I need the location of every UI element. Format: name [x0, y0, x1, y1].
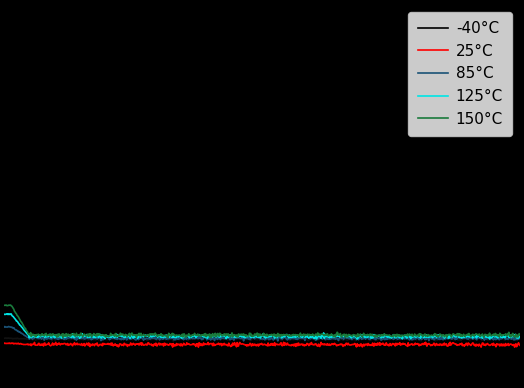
125°C [315, 334, 321, 339]
150°C [3, 303, 9, 307]
150°C [165, 335, 171, 340]
-40°C [136, 334, 142, 338]
125°C [1, 312, 7, 317]
85°C [315, 336, 322, 341]
25°C [392, 343, 398, 348]
85°C [34, 336, 40, 340]
150°C [34, 332, 40, 337]
85°C [1, 325, 7, 329]
150°C [446, 332, 453, 337]
25°C [422, 340, 429, 345]
125°C [34, 335, 40, 340]
125°C [517, 334, 523, 338]
25°C [314, 343, 320, 348]
125°C [394, 333, 400, 338]
150°C [331, 334, 337, 339]
150°C [302, 332, 308, 337]
150°C [517, 333, 523, 337]
85°C [446, 334, 453, 339]
25°C [32, 343, 39, 347]
-40°C [446, 337, 453, 341]
Legend: -40°C, 25°C, 85°C, 125°C, 150°C: -40°C, 25°C, 85°C, 125°C, 150°C [408, 12, 512, 136]
85°C [394, 336, 400, 341]
-40°C [315, 338, 322, 342]
-40°C [517, 336, 523, 341]
85°C [331, 336, 337, 341]
Line: 85°C: 85°C [4, 326, 520, 341]
150°C [394, 332, 400, 337]
25°C [517, 343, 523, 348]
85°C [302, 338, 308, 343]
Line: 150°C: 150°C [4, 305, 520, 338]
Line: 25°C: 25°C [4, 342, 520, 347]
125°C [330, 334, 336, 339]
Line: -40°C: -40°C [4, 336, 520, 341]
-40°C [1, 336, 7, 341]
-40°C [170, 339, 177, 344]
-40°C [394, 338, 400, 343]
125°C [4, 312, 10, 316]
85°C [517, 336, 523, 341]
25°C [300, 342, 307, 347]
150°C [315, 333, 322, 337]
-40°C [302, 336, 308, 341]
-40°C [331, 337, 337, 341]
Line: 125°C: 125°C [4, 314, 520, 339]
25°C [330, 342, 336, 346]
85°C [275, 339, 281, 343]
125°C [354, 337, 361, 341]
150°C [1, 303, 7, 308]
85°C [6, 324, 12, 329]
-40°C [32, 338, 39, 343]
25°C [446, 341, 452, 346]
125°C [301, 334, 308, 339]
25°C [511, 345, 518, 350]
25°C [1, 341, 7, 345]
125°C [446, 336, 453, 340]
